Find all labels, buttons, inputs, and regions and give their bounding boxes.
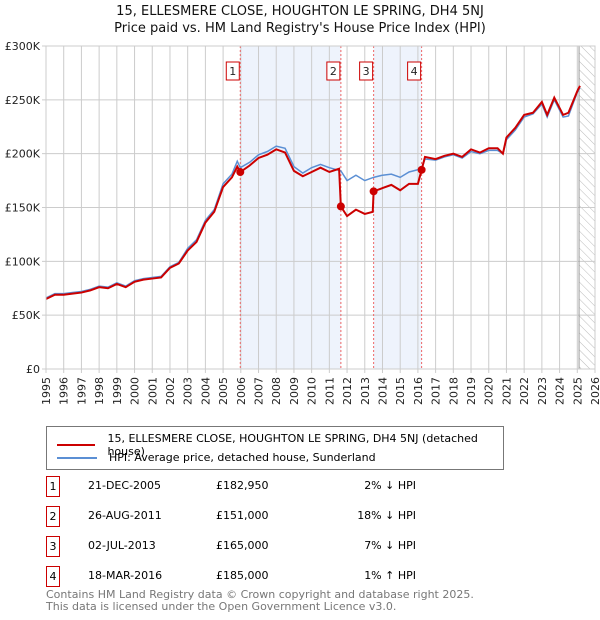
x-tick-label: 1995 (40, 377, 53, 405)
sale-date: 18-MAR-2016 (88, 569, 163, 582)
x-tick-label: 2026 (589, 377, 600, 405)
sale-row: 3 02-JUL-2013 £165,000 7% ↓ HPI (46, 536, 466, 557)
sale-hpi-diff: 18% ↓ HPI (357, 509, 416, 522)
x-tick-label: 2003 (182, 377, 195, 405)
sale-marker-box (407, 61, 422, 81)
plot-frame (45, 45, 596, 370)
x-tick-label: 2020 (483, 377, 496, 405)
chart-subtitle: Price paid vs. HM Land Registry's House … (114, 21, 486, 36)
sale-number: 3 (46, 536, 60, 557)
chart-plot: 1995 1996 1997 1998 1999 2000 2001 2002 2003 2004… (5, 40, 600, 405)
x-tick-label: 2019 (465, 377, 478, 405)
legend-label-paid: 15, ELLESMERE CLOSE, HOUGHTON LE SPRING,… (107, 432, 478, 458)
x-tick-label: 1997 (75, 377, 88, 405)
sale-marker-box (225, 61, 240, 81)
y-tick-label: £200K (5, 148, 41, 161)
sale-date: 21-DEC-2005 (88, 479, 162, 492)
sale-number: 4 (46, 566, 60, 587)
x-tick-label: 1998 (93, 377, 106, 405)
x-tick-label: 2004 (199, 377, 212, 405)
x-tick-label: 1999 (111, 377, 124, 405)
sale-row: 2 26-AUG-2011 £151,000 18% ↓ HPI (46, 506, 466, 527)
sale-price: £185,000 (216, 569, 269, 582)
x-tick-label: 2025 (571, 377, 584, 405)
x-tick-label: 2013 (359, 377, 372, 405)
x-tick-label: 2014 (376, 377, 389, 405)
sale-hpi-diff: 1% ↑ HPI (364, 569, 416, 582)
sale-marker-label: 3 (363, 65, 370, 78)
x-tick-label: 2008 (270, 377, 283, 405)
sale-point (336, 202, 345, 211)
x-tick-label: 2010 (306, 377, 319, 405)
x-tick-label: 1996 (58, 377, 71, 405)
x-tick-label: 2006 (235, 377, 248, 405)
chart-title: 15, ELLESMERE CLOSE, HOUGHTON LE SPRING,… (116, 4, 484, 19)
sale-date: 02-JUL-2013 (88, 539, 156, 552)
sale-hpi-diff: 2% ↓ HPI (364, 479, 416, 492)
x-tick-label: 2023 (536, 377, 549, 405)
sale-price: £182,950 (216, 479, 269, 492)
sale-marker-label: 1 (229, 65, 236, 78)
footer-licence: This data is licensed under the Open Gov… (46, 600, 397, 613)
sale-hpi-diff: 7% ↓ HPI (364, 539, 416, 552)
x-tick-label: 2011 (323, 377, 336, 405)
x-tick-label: 2009 (288, 377, 301, 405)
x-tick-label: 2024 (554, 377, 567, 405)
x-tick-label: 2021 (500, 377, 513, 405)
sale-point (236, 168, 245, 177)
sale-marker-box (359, 61, 374, 81)
sale-row: 1 21-DEC-2005 £182,950 2% ↓ HPI (46, 476, 466, 497)
x-tick-label: 2002 (164, 377, 177, 405)
sale-marker-label: 4 (411, 65, 418, 78)
x-tick-label: 2000 (129, 377, 142, 405)
sale-price: £165,000 (216, 539, 269, 552)
x-tick-label: 2012 (341, 377, 354, 405)
sale-point (369, 187, 378, 196)
legend-label-hpi: HPI: Average price, detached house, Sund… (109, 451, 376, 464)
y-tick-label: £0 (26, 363, 40, 376)
sale-date: 26-AUG-2011 (88, 509, 162, 522)
x-tick-label: 2016 (412, 377, 425, 405)
price-paid-line (45, 85, 581, 300)
sale-row: 4 18-MAR-2016 £185,000 1% ↑ HPI (46, 566, 466, 587)
y-tick-label: £100K (5, 255, 41, 268)
y-tick-label: £300K (5, 40, 41, 53)
sale-price: £151,000 (216, 509, 269, 522)
sale-marker-box (326, 61, 341, 81)
x-tick-label: 2022 (518, 377, 531, 405)
x-tick-label: 2007 (253, 377, 266, 405)
y-tick-label: £50K (12, 309, 41, 322)
sale-number: 2 (46, 506, 60, 527)
x-tick-label: 2017 (430, 377, 443, 405)
sale-point (417, 165, 426, 174)
y-tick-label: £150K (5, 202, 41, 215)
y-tick-label: £250K (5, 94, 41, 107)
sale-number: 1 (46, 476, 60, 497)
x-tick-label: 2005 (217, 377, 230, 405)
legend: 15, ELLESMERE CLOSE, HOUGHTON LE SPRING,… (46, 426, 504, 470)
x-tick-label: 2015 (394, 377, 407, 405)
legend-swatch-paid (57, 444, 96, 446)
legend-swatch-hpi (57, 456, 97, 459)
x-tick-label: 2001 (146, 377, 159, 405)
x-tick-label: 2018 (447, 377, 460, 405)
footer-copyright: Contains HM Land Registry data © Crown c… (46, 588, 474, 601)
sale-marker-label: 2 (330, 65, 337, 78)
